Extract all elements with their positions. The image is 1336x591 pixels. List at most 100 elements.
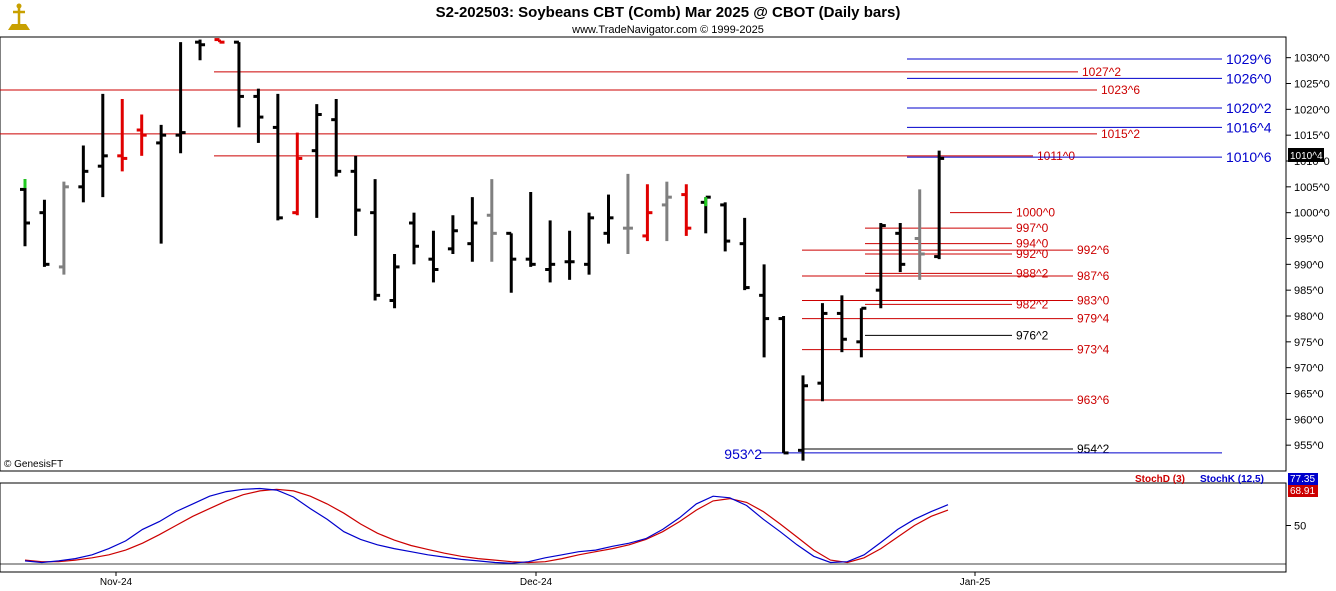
level-label: 1029^6 bbox=[1226, 51, 1272, 67]
price-bar bbox=[603, 194, 614, 244]
level-label: 1023^6 bbox=[1101, 83, 1140, 97]
price-bar bbox=[292, 132, 303, 216]
level-label: 1020^2 bbox=[1226, 100, 1272, 116]
level-label: 992^0 bbox=[1016, 247, 1049, 261]
price-bar bbox=[58, 181, 69, 275]
level-label: 954^2 bbox=[1077, 442, 1110, 456]
stochk-last-value: 77.35 bbox=[1290, 474, 1315, 485]
stochk-line bbox=[24, 487, 949, 564]
price-bar bbox=[817, 303, 828, 402]
price-bar bbox=[233, 40, 244, 128]
date-tick-label: Nov-24 bbox=[100, 577, 133, 588]
price-bar bbox=[545, 220, 556, 283]
price-bar bbox=[486, 179, 497, 262]
price-bar bbox=[389, 254, 400, 309]
chart-subtitle: www.TradeNavigator.com © 1999-2025 bbox=[571, 24, 764, 36]
level-label: 1016^4 bbox=[1226, 119, 1272, 135]
level-label: 976^2 bbox=[1016, 328, 1049, 342]
price-tick-label: 1025^0 bbox=[1294, 79, 1330, 91]
price-tick-label: 995^0 bbox=[1294, 234, 1324, 246]
chart-title: S2-202503: Soybeans CBT (Comb) Mar 2025 … bbox=[436, 4, 901, 21]
level-label: 1015^2 bbox=[1101, 127, 1140, 141]
level-label: 983^0 bbox=[1077, 294, 1110, 308]
level-label: 997^0 bbox=[1016, 221, 1049, 235]
price-tick-label: 1030^0 bbox=[1294, 53, 1330, 65]
price-bar bbox=[156, 124, 167, 244]
price-bar bbox=[214, 38, 225, 44]
price-tick-label: 1020^0 bbox=[1294, 104, 1330, 116]
price-bar bbox=[622, 173, 633, 254]
level-label: 1026^0 bbox=[1226, 70, 1272, 86]
price-tick-label: 965^0 bbox=[1294, 389, 1324, 401]
stochd-legend: StochD (3) bbox=[1135, 474, 1185, 485]
date-tick-label: Jan-25 bbox=[960, 577, 991, 588]
price-bar bbox=[136, 114, 147, 156]
price-bar bbox=[584, 212, 595, 275]
price-bar bbox=[506, 231, 517, 293]
stoch-legend: StochD (3) StochK (12,5) bbox=[1135, 474, 1264, 485]
price-bar bbox=[720, 202, 731, 252]
price-tick-label: 990^0 bbox=[1294, 259, 1324, 271]
price-bar bbox=[525, 192, 536, 267]
price-bar bbox=[78, 145, 89, 203]
level-label: 982^2 bbox=[1016, 297, 1049, 311]
price-bar bbox=[934, 150, 945, 260]
price-bar bbox=[798, 375, 808, 461]
stochd-line bbox=[24, 488, 949, 564]
price-bar bbox=[117, 99, 128, 172]
stochastic-lines bbox=[0, 487, 1286, 565]
level-label: 973^4 bbox=[1077, 343, 1110, 357]
price-bar bbox=[272, 93, 283, 221]
price-tick-label: 970^0 bbox=[1294, 363, 1324, 375]
price-tick-label: 1000^0 bbox=[1294, 208, 1330, 220]
last-price-label: 1010^4 bbox=[1290, 151, 1323, 162]
stochk-legend: StochK (12,5) bbox=[1200, 474, 1264, 485]
level-label: 953^2 bbox=[724, 446, 762, 462]
stoch-tick-label: 50 bbox=[1294, 521, 1306, 533]
date-axis: Nov-24 Dec-24 Jan-25 bbox=[100, 572, 991, 588]
price-bar bbox=[467, 197, 478, 262]
level-label: 979^4 bbox=[1077, 312, 1110, 326]
price-bar bbox=[564, 230, 575, 280]
price-bar bbox=[914, 189, 925, 280]
price-bar bbox=[447, 215, 458, 254]
price-bar bbox=[20, 179, 30, 247]
price-tick-label: 985^0 bbox=[1294, 285, 1324, 297]
price-bar bbox=[97, 93, 108, 198]
price-tick-label: 955^0 bbox=[1294, 440, 1324, 452]
price-tick-label: 975^0 bbox=[1294, 337, 1324, 349]
price-panel bbox=[0, 36, 1287, 472]
price-bar bbox=[175, 42, 186, 154]
price-bar bbox=[253, 88, 264, 143]
date-tick-label: Dec-24 bbox=[520, 577, 553, 588]
logo-icon bbox=[4, 3, 34, 33]
price-bars bbox=[20, 38, 945, 461]
price-bar bbox=[370, 179, 381, 301]
price-bar bbox=[311, 104, 322, 218]
price-bar bbox=[428, 230, 439, 283]
price-bar bbox=[856, 306, 867, 358]
level-label: 987^6 bbox=[1077, 269, 1110, 283]
price-bar bbox=[759, 264, 770, 358]
price-tick-label: 960^0 bbox=[1294, 414, 1324, 426]
level-label: 988^2 bbox=[1016, 266, 1049, 280]
level-label: 963^6 bbox=[1077, 393, 1110, 407]
stochastic-panel bbox=[0, 482, 1287, 573]
price-bar bbox=[681, 184, 692, 236]
price-bar bbox=[875, 223, 886, 309]
level-label: 1000^0 bbox=[1016, 206, 1055, 220]
price-bar bbox=[642, 184, 653, 242]
price-bar bbox=[409, 212, 419, 265]
last-price-box: 1010^4 bbox=[1288, 148, 1324, 162]
price-bar bbox=[331, 99, 342, 177]
price-bar bbox=[661, 181, 672, 242]
level-label: 1027^2 bbox=[1082, 65, 1121, 79]
level-label: 994^0 bbox=[1016, 237, 1049, 251]
price-axis: 1030^01025^01020^01015^01010^01005^01000… bbox=[1286, 53, 1330, 452]
price-bar bbox=[895, 223, 906, 273]
level-label: 1011^0 bbox=[1037, 149, 1075, 163]
price-tick-label: 980^0 bbox=[1294, 311, 1324, 323]
price-tick-label: 1005^0 bbox=[1294, 182, 1330, 194]
price-bar bbox=[39, 199, 50, 267]
